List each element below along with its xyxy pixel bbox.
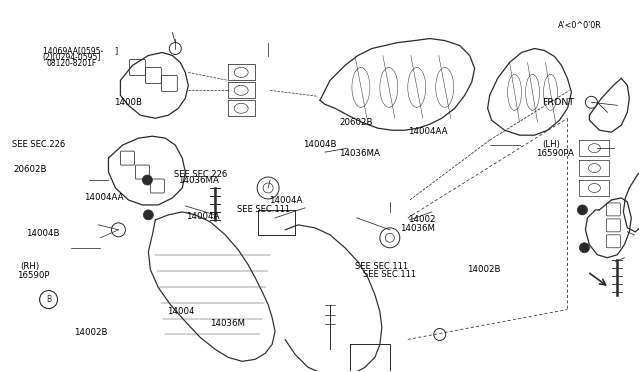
Circle shape: [579, 243, 589, 253]
Text: 14036M: 14036M: [401, 224, 435, 233]
Text: 14002B: 14002B: [74, 328, 108, 337]
Text: (RH): (RH): [20, 262, 39, 271]
Text: 14004A: 14004A: [269, 196, 302, 205]
Text: SEE SEC.111: SEE SEC.111: [355, 262, 408, 271]
Text: 16590PA: 16590PA: [536, 149, 573, 158]
Circle shape: [577, 205, 588, 215]
Text: B: B: [46, 295, 51, 304]
Text: 14002B: 14002B: [467, 264, 500, 273]
Text: 14004B: 14004B: [26, 229, 60, 238]
Text: 1400B: 1400B: [115, 99, 142, 108]
Text: 08120-8201F: 08120-8201F: [47, 59, 97, 68]
Text: SEE SEC.111: SEE SEC.111: [364, 270, 417, 279]
Text: SEE SEC.111: SEE SEC.111: [237, 205, 290, 214]
Circle shape: [143, 210, 154, 220]
Text: 16590P: 16590P: [17, 271, 49, 280]
Text: 14004A: 14004A: [186, 212, 220, 221]
Text: 14036M: 14036M: [210, 320, 245, 328]
Text: SEE SEC.226: SEE SEC.226: [12, 140, 65, 149]
Text: (LH): (LH): [542, 140, 560, 149]
Text: 14004: 14004: [167, 307, 194, 316]
Circle shape: [142, 175, 152, 185]
Text: 20602B: 20602B: [13, 165, 47, 174]
Text: (2)[0294-0595]: (2)[0294-0595]: [43, 52, 101, 61]
Text: 14004B: 14004B: [303, 140, 337, 149]
Text: FRONT: FRONT: [542, 98, 574, 107]
Text: 14036MA: 14036MA: [178, 176, 219, 185]
Text: 14004AA: 14004AA: [84, 193, 124, 202]
Text: A'<0^0'0R: A'<0^0'0R: [557, 22, 602, 31]
Text: 14069AA[0595-     ]: 14069AA[0595- ]: [43, 46, 118, 55]
Text: 14036MA: 14036MA: [339, 149, 380, 158]
Text: SEE SEC.226: SEE SEC.226: [174, 170, 228, 179]
Text: 14002: 14002: [408, 215, 436, 224]
Text: 14004AA: 14004AA: [408, 126, 447, 136]
Text: 20602B: 20602B: [339, 119, 372, 128]
